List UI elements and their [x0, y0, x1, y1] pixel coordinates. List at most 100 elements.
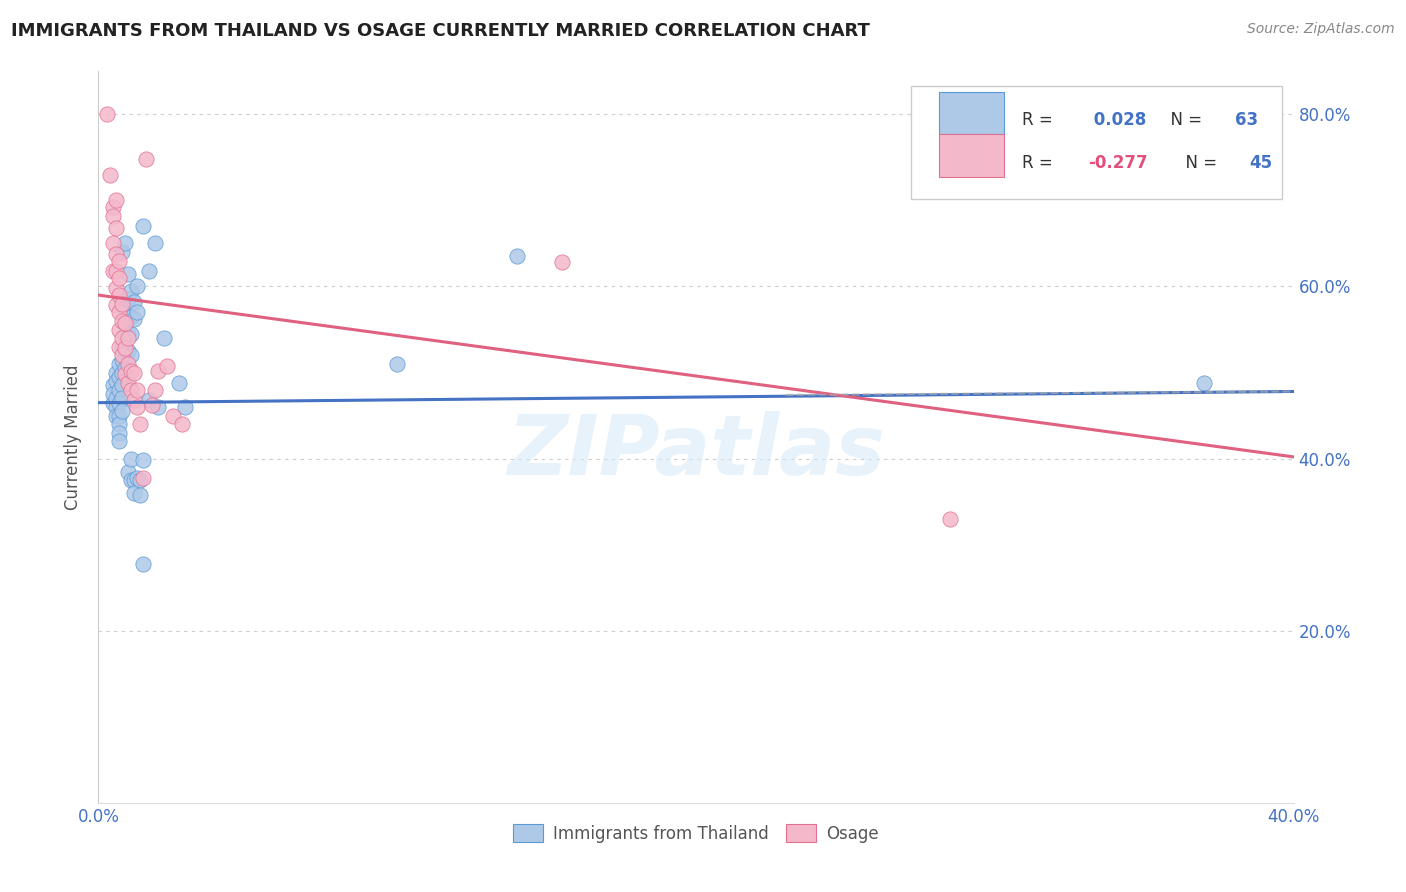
Point: [111, 296, 134, 310]
Point: [138, 393, 160, 408]
Point: [127, 305, 149, 319]
Point: [385, 357, 409, 371]
FancyBboxPatch shape: [911, 86, 1282, 200]
Point: [111, 340, 134, 354]
Point: [156, 359, 179, 373]
Point: [153, 331, 176, 345]
Point: [108, 425, 131, 440]
Point: [143, 236, 166, 251]
Text: IMMIGRANTS FROM THAILAND VS OSAGE CURRENTLY MARRIED CORRELATION CHART: IMMIGRANTS FROM THAILAND VS OSAGE CURREN…: [11, 22, 870, 40]
Point: [108, 253, 131, 268]
Point: [120, 284, 142, 298]
Point: [114, 236, 136, 251]
Text: Source: ZipAtlas.com: Source: ZipAtlas.com: [1247, 22, 1395, 37]
Point: [172, 417, 194, 432]
Point: [108, 434, 131, 449]
Text: 63: 63: [1234, 112, 1258, 129]
Point: [135, 152, 157, 166]
Point: [114, 326, 136, 341]
Point: [124, 312, 146, 326]
Point: [124, 295, 146, 310]
Point: [117, 267, 139, 281]
Point: [114, 296, 136, 310]
Point: [117, 331, 139, 345]
Point: [117, 376, 139, 390]
Point: [132, 557, 155, 571]
Point: [124, 486, 146, 500]
Point: [141, 398, 163, 412]
Point: [108, 395, 131, 409]
Point: [120, 451, 142, 466]
Point: [129, 473, 152, 487]
Point: [108, 288, 131, 302]
Point: [111, 245, 134, 260]
Text: 0.028: 0.028: [1088, 112, 1146, 129]
Point: [114, 361, 136, 376]
Point: [103, 200, 125, 214]
Point: [148, 364, 170, 378]
Point: [120, 348, 142, 362]
Point: [114, 344, 136, 359]
Point: [105, 264, 128, 278]
Point: [103, 209, 125, 223]
Point: [105, 281, 128, 295]
Point: [127, 383, 149, 397]
Point: [105, 298, 128, 312]
Legend: Immigrants from Thailand, Osage: Immigrants from Thailand, Osage: [506, 818, 886, 849]
Point: [108, 409, 131, 423]
Point: [167, 376, 190, 390]
Text: -0.277: -0.277: [1088, 153, 1147, 172]
Point: [111, 378, 134, 392]
FancyBboxPatch shape: [939, 92, 1004, 135]
Point: [105, 392, 128, 406]
Point: [148, 400, 170, 414]
Point: [117, 357, 139, 371]
Point: [114, 316, 136, 330]
Point: [124, 366, 146, 380]
Point: [129, 417, 152, 432]
Point: [103, 264, 125, 278]
Text: ZIPatlas: ZIPatlas: [508, 411, 884, 492]
Point: [138, 264, 160, 278]
Point: [108, 340, 131, 354]
Point: [96, 107, 118, 121]
Point: [108, 271, 131, 285]
Point: [127, 470, 149, 484]
Point: [127, 279, 149, 293]
Point: [108, 383, 131, 397]
Text: N =: N =: [1160, 112, 1206, 129]
Point: [105, 400, 128, 414]
Text: R =: R =: [1022, 153, 1059, 172]
Point: [108, 357, 131, 371]
Point: [103, 236, 125, 251]
Point: [105, 194, 128, 208]
Point: [143, 383, 166, 397]
FancyBboxPatch shape: [939, 135, 1004, 177]
Point: [103, 395, 125, 409]
Point: [98, 168, 122, 182]
Point: [127, 400, 149, 414]
Point: [108, 369, 131, 384]
Point: [105, 374, 128, 388]
Point: [105, 409, 128, 423]
Point: [129, 488, 152, 502]
Point: [108, 305, 131, 319]
Point: [111, 331, 134, 345]
Point: [114, 342, 136, 356]
Point: [939, 512, 962, 526]
Point: [117, 326, 139, 341]
Point: [162, 409, 184, 423]
Point: [108, 322, 131, 336]
Point: [132, 453, 155, 467]
Point: [120, 326, 142, 341]
Point: [111, 392, 134, 406]
Point: [124, 473, 146, 487]
Point: [105, 366, 128, 380]
Point: [105, 221, 128, 235]
Point: [120, 310, 142, 324]
Point: [550, 255, 572, 269]
Point: [117, 344, 139, 359]
Point: [120, 364, 142, 378]
Point: [108, 417, 131, 432]
Point: [114, 314, 136, 328]
